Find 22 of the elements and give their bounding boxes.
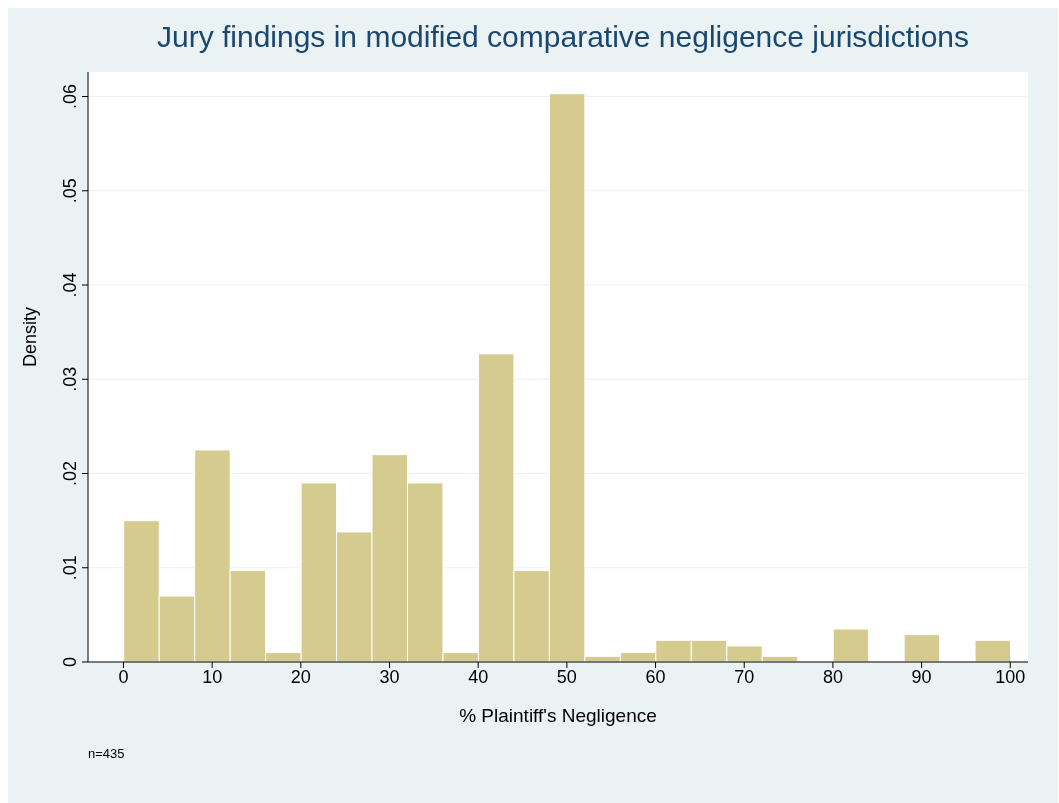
x-tick-label: 100 bbox=[995, 666, 1026, 687]
y-tick-label: .05 bbox=[60, 178, 80, 204]
y-tick-label: .03 bbox=[60, 366, 80, 392]
x-tick-label: 0 bbox=[118, 666, 129, 687]
y-tick-label: .01 bbox=[60, 555, 80, 581]
y-tick-label: .02 bbox=[60, 460, 80, 487]
y-tick-label: .06 bbox=[60, 83, 80, 110]
y-axis-title: Density bbox=[20, 306, 41, 367]
chart-title: Jury findings in modified comparative negligence jurisdictions bbox=[155, 20, 971, 54]
text: n=435 bbox=[88, 746, 126, 761]
x-axis-title: % Plaintiff's Negligence bbox=[459, 705, 657, 726]
x-tick-label: 10 bbox=[202, 666, 223, 687]
x-tick-label: 90 bbox=[911, 666, 932, 687]
x-tick-label: 50 bbox=[556, 666, 577, 687]
y-tick-label: .04 bbox=[60, 272, 80, 298]
x-tick-label: 80 bbox=[822, 666, 843, 687]
x-tick-label: 30 bbox=[379, 666, 400, 687]
x-tick-label: 40 bbox=[468, 666, 489, 687]
x-tick-label: 70 bbox=[734, 666, 755, 687]
x-tick-label: 60 bbox=[645, 666, 666, 687]
y-tick-label: 0 bbox=[60, 656, 80, 668]
x-tick-label: 20 bbox=[290, 666, 311, 687]
